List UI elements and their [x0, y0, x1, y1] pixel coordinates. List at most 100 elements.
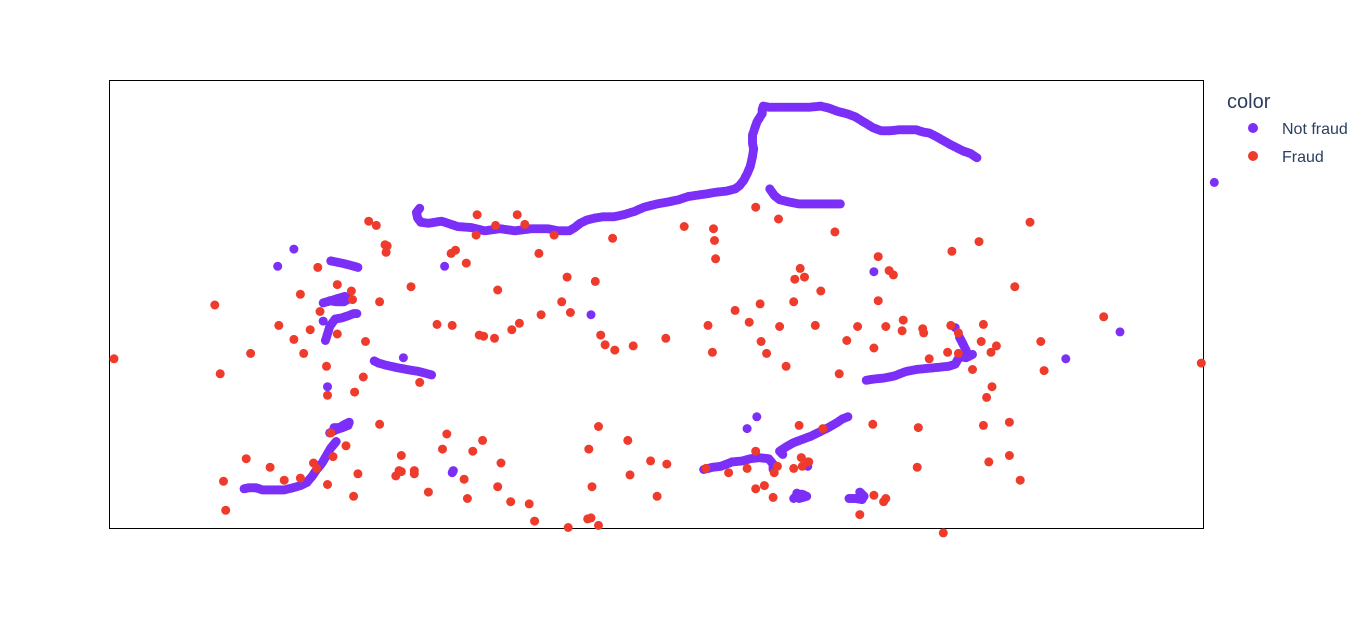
point-fraud: [587, 482, 597, 492]
point-fraud: [768, 492, 778, 502]
point-fraud: [472, 210, 482, 220]
point-fraud: [652, 491, 662, 501]
point-fraud: [1025, 217, 1035, 227]
point-fraud: [869, 343, 879, 353]
point-fraud: [565, 308, 575, 317]
legend-item-fraud[interactable]: Fraud: [1248, 149, 1324, 166]
point-not-fraud: [742, 424, 752, 434]
point-not-fraud: [239, 484, 249, 494]
point-fraud: [918, 324, 928, 334]
point-fraud: [459, 474, 469, 484]
point-fraud: [1039, 366, 1049, 376]
point-fraud: [709, 224, 718, 234]
point-fraud: [968, 365, 977, 374]
point-fraud: [853, 322, 863, 331]
point-fraud: [295, 289, 305, 299]
point-fraud: [953, 348, 963, 358]
point-fraud: [623, 435, 633, 445]
point-fraud: [346, 286, 356, 296]
point-fraud: [375, 297, 385, 307]
point-fraud: [279, 475, 289, 485]
legend-item-not-fraud[interactable]: Not fraud: [1248, 121, 1348, 138]
point-fraud: [490, 333, 499, 343]
point-fraud: [478, 435, 488, 445]
point-fraud: [289, 334, 299, 344]
point-fraud: [109, 354, 119, 364]
point-not-fraud: [398, 353, 408, 363]
point-fraud: [610, 345, 620, 355]
legend-marker-fraud: [1248, 151, 1258, 161]
point-fraud: [707, 347, 717, 357]
point-fraud: [943, 347, 953, 357]
point-fraud: [661, 333, 671, 343]
point-fraud: [976, 337, 986, 346]
point-fraud: [348, 295, 357, 305]
point-fraud: [795, 263, 805, 273]
point-fraud: [451, 245, 460, 255]
legend: color Not fraud Fraud: [1227, 91, 1348, 166]
point-fraud: [371, 220, 381, 230]
point-fraud: [524, 499, 534, 509]
point-fraud: [332, 329, 342, 339]
point-fraud: [628, 341, 638, 351]
point-fraud: [794, 420, 804, 430]
point-fraud: [974, 237, 984, 247]
point-not-fraud: [1209, 177, 1219, 187]
point-fraud: [703, 320, 713, 330]
point-fraud: [512, 210, 522, 220]
point-fraud: [432, 319, 442, 329]
point-fraud: [869, 490, 879, 500]
point-fraud: [1004, 417, 1014, 427]
point-fraud: [219, 476, 228, 486]
point-fraud: [912, 462, 922, 472]
point-not-fraud: [972, 153, 982, 163]
point-fraud: [382, 241, 392, 251]
point-not-fraud: [855, 487, 865, 497]
point-fraud: [710, 236, 719, 245]
point-fraud: [461, 258, 471, 268]
point-fraud: [313, 262, 323, 272]
point-fraud: [557, 297, 567, 307]
point-fraud: [987, 382, 997, 392]
point-fraud: [462, 494, 472, 503]
point-fraud: [396, 467, 406, 477]
point-fraud: [1099, 312, 1109, 322]
point-fraud: [774, 214, 783, 224]
point-not-fraud: [352, 309, 362, 319]
point-fraud: [1015, 475, 1025, 485]
point-fraud: [818, 424, 828, 434]
point-fraud: [991, 341, 1001, 351]
point-fraud: [299, 348, 309, 358]
point-fraud: [468, 446, 478, 456]
point-not-fraud: [869, 267, 879, 277]
point-fraud: [816, 286, 826, 296]
point-fraud: [423, 487, 433, 497]
point-fraud: [701, 463, 711, 473]
point-fraud: [323, 390, 332, 400]
point-fraud: [350, 387, 360, 397]
point-fraud: [514, 318, 524, 328]
point-fraud: [322, 361, 331, 371]
point-fraud: [520, 219, 530, 229]
point-fraud: [409, 469, 419, 479]
point-fraud: [1010, 282, 1020, 292]
legend-title: color: [1227, 91, 1271, 113]
point-fraud: [756, 337, 766, 346]
point-fraud: [507, 325, 517, 335]
legend-label-fraud: Fraud: [1282, 149, 1324, 166]
point-fraud: [312, 463, 322, 473]
point-not-fraud: [273, 261, 283, 271]
point-fraud: [438, 444, 447, 454]
plot-frame: [109, 80, 1204, 529]
point-fraud: [982, 392, 992, 402]
point-fraud: [493, 285, 503, 295]
point-fraud: [608, 233, 618, 243]
point-fraud: [210, 300, 220, 310]
point-fraud: [711, 254, 721, 264]
point-fraud: [361, 337, 370, 346]
point-fraud: [986, 347, 996, 357]
point-fraud: [375, 419, 385, 429]
legend-marker-not-fraud: [1248, 123, 1258, 133]
point-not-fraud: [843, 412, 853, 422]
